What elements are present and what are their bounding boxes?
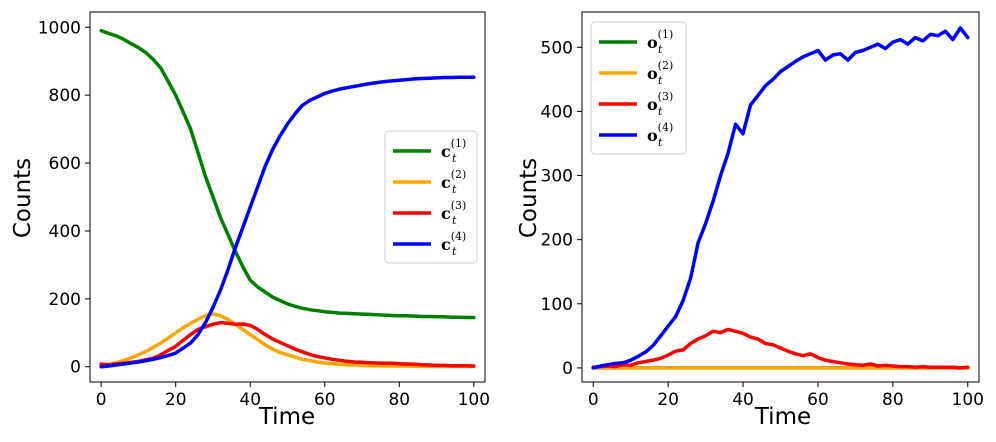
left-series-line-3 xyxy=(99,320,476,368)
right-ytick-label: 200 xyxy=(541,231,573,251)
left-series-line-1 xyxy=(99,28,476,320)
right-xlabel: Time xyxy=(754,404,811,430)
left-legend-label-4: c(4) t xyxy=(441,230,466,258)
left-legend-label-2: c(2) t xyxy=(441,168,466,196)
left-ytick-label: 0 xyxy=(70,358,81,378)
left-chart: Counts Time 0 20 40 60 80 1000200400600800100… xyxy=(10,11,490,430)
right-axes-frame xyxy=(581,11,980,383)
left-legend-label-3: c(3) t xyxy=(441,199,466,227)
right-plot-area: 0 20 40 60 80 100 0 100 200 300 400 500 xyxy=(541,11,984,410)
left-legend-label-1: c(1) t xyxy=(441,137,466,165)
left-xlabel: Time xyxy=(258,404,315,430)
right-ytick-label: 400 xyxy=(541,102,573,122)
right-legend-label-3: o(3) t xyxy=(647,90,673,118)
left-ytick-label: 600 xyxy=(49,154,81,174)
left-xtick-label: 0 xyxy=(96,390,107,410)
right-legend-label-4: o(4) t xyxy=(647,121,673,149)
left-xtick-label: 80 xyxy=(388,390,410,410)
right-xtick-label: 40 xyxy=(732,390,754,410)
left-ytick-label: 800 xyxy=(49,86,81,106)
left-axes-frame xyxy=(89,11,486,383)
left-ytick-label: 400 xyxy=(49,222,81,242)
right-legend-box xyxy=(590,21,687,155)
left-legend-box xyxy=(384,130,478,264)
right-ytick-label: 0 xyxy=(562,359,573,379)
left-ytick-label: 1000 xyxy=(38,18,81,38)
left-ylabel: Counts xyxy=(10,158,36,238)
left-legend: c(1) t c(2) t c(3) t c(4) t xyxy=(384,130,478,264)
right-ytick-label: 100 xyxy=(541,295,573,315)
right-xtick-label: 60 xyxy=(807,390,829,410)
right-xtick-label: 0 xyxy=(588,390,599,410)
left-xtick-label: 60 xyxy=(314,390,336,410)
right-xtick-label: 20 xyxy=(657,390,679,410)
right-ytick-label: 300 xyxy=(541,167,573,187)
right-ytick-label: 500 xyxy=(541,38,573,58)
right-series-line-3 xyxy=(591,327,970,370)
left-series-line-2 xyxy=(99,312,476,369)
left-ytick-label: 200 xyxy=(49,290,81,310)
right-ylabel: Counts xyxy=(516,158,542,238)
left-xtick-label: 20 xyxy=(165,390,187,410)
right-legend: o(1) t o(2) t o(3) t o(4) t xyxy=(590,21,687,155)
left-xtick-label: 100 xyxy=(458,390,490,410)
right-series-line-4 xyxy=(591,26,970,370)
right-xtick-label: 80 xyxy=(882,390,904,410)
right-xtick-label: 100 xyxy=(952,390,984,410)
left-series-line-4 xyxy=(99,75,476,369)
left-xtick-label: 40 xyxy=(239,390,261,410)
right-legend-label-2: o(2) t xyxy=(647,59,673,87)
right-chart: Counts Time 0 20 40 60 80 100 0 100 200 300 400 500… xyxy=(516,11,984,430)
right-legend-label-1: o(1) t xyxy=(647,28,673,56)
